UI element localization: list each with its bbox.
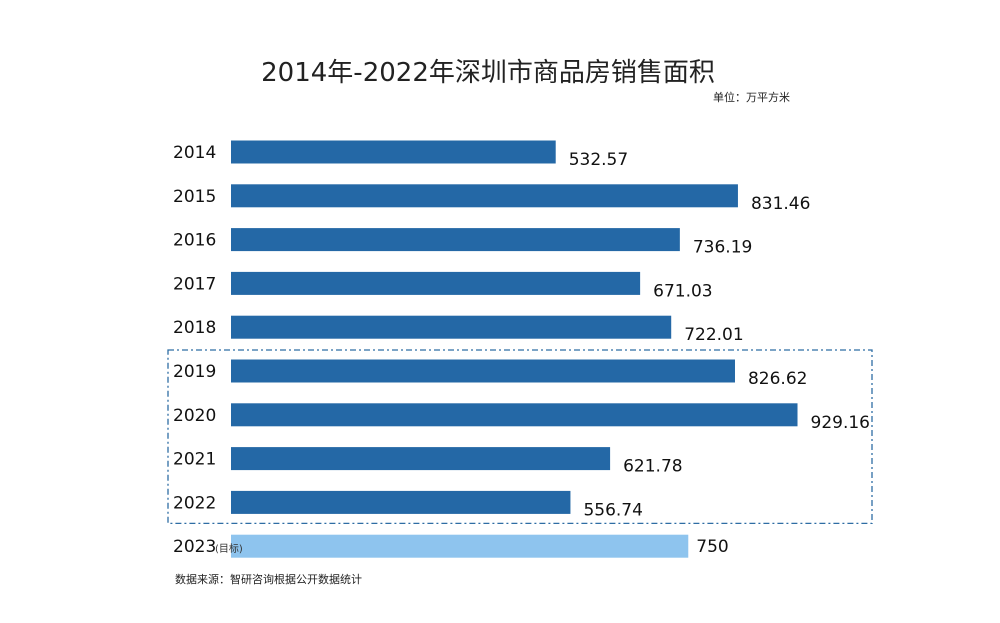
bar-2022: [231, 490, 571, 514]
year-label-2021: 2021: [173, 450, 216, 470]
bar-2015: [231, 184, 738, 208]
bar-2020: [231, 403, 798, 427]
chart-title: 2014年-2022年深圳市商品房销售面积: [261, 58, 715, 88]
year-label-2015: 2015: [173, 187, 216, 207]
year-label-2020: 2020: [173, 406, 216, 426]
data-source: 数据来源：智研咨询根据公开数据统计: [175, 572, 362, 586]
value-label-2021: 621.78: [623, 457, 682, 477]
value-label-2015: 831.46: [751, 194, 810, 214]
value-label-2016: 736.19: [693, 238, 752, 258]
target-note: (目标): [215, 543, 243, 555]
value-label-2020: 929.16: [811, 413, 870, 433]
bar-2021: [231, 447, 611, 471]
value-label-2023: 750: [696, 537, 728, 557]
year-label-2017: 2017: [173, 274, 216, 294]
value-label-2019: 826.62: [748, 369, 807, 389]
value-label-2014: 532.57: [569, 150, 628, 170]
year-label-2014: 2014: [173, 143, 216, 163]
value-label-2018: 722.01: [684, 325, 743, 345]
highlight-box-2019-2022: [167, 349, 873, 525]
bar-2018: [231, 315, 672, 339]
bar-2014: [231, 140, 556, 164]
bar-2017: [231, 271, 641, 295]
unit-label: 单位：万平方米: [713, 90, 790, 104]
bar-2019: [231, 359, 735, 383]
bar-2016: [231, 228, 680, 252]
value-label-2017: 671.03: [653, 281, 712, 301]
bar-2023: [231, 534, 689, 558]
year-label-2019: 2019: [173, 362, 216, 382]
year-label-2016: 2016: [173, 231, 216, 251]
year-label-2018: 2018: [173, 318, 216, 338]
year-label-2022: 2022: [173, 493, 216, 513]
value-label-2022: 556.74: [583, 500, 642, 520]
year-label-2023: 2023: [173, 537, 216, 557]
